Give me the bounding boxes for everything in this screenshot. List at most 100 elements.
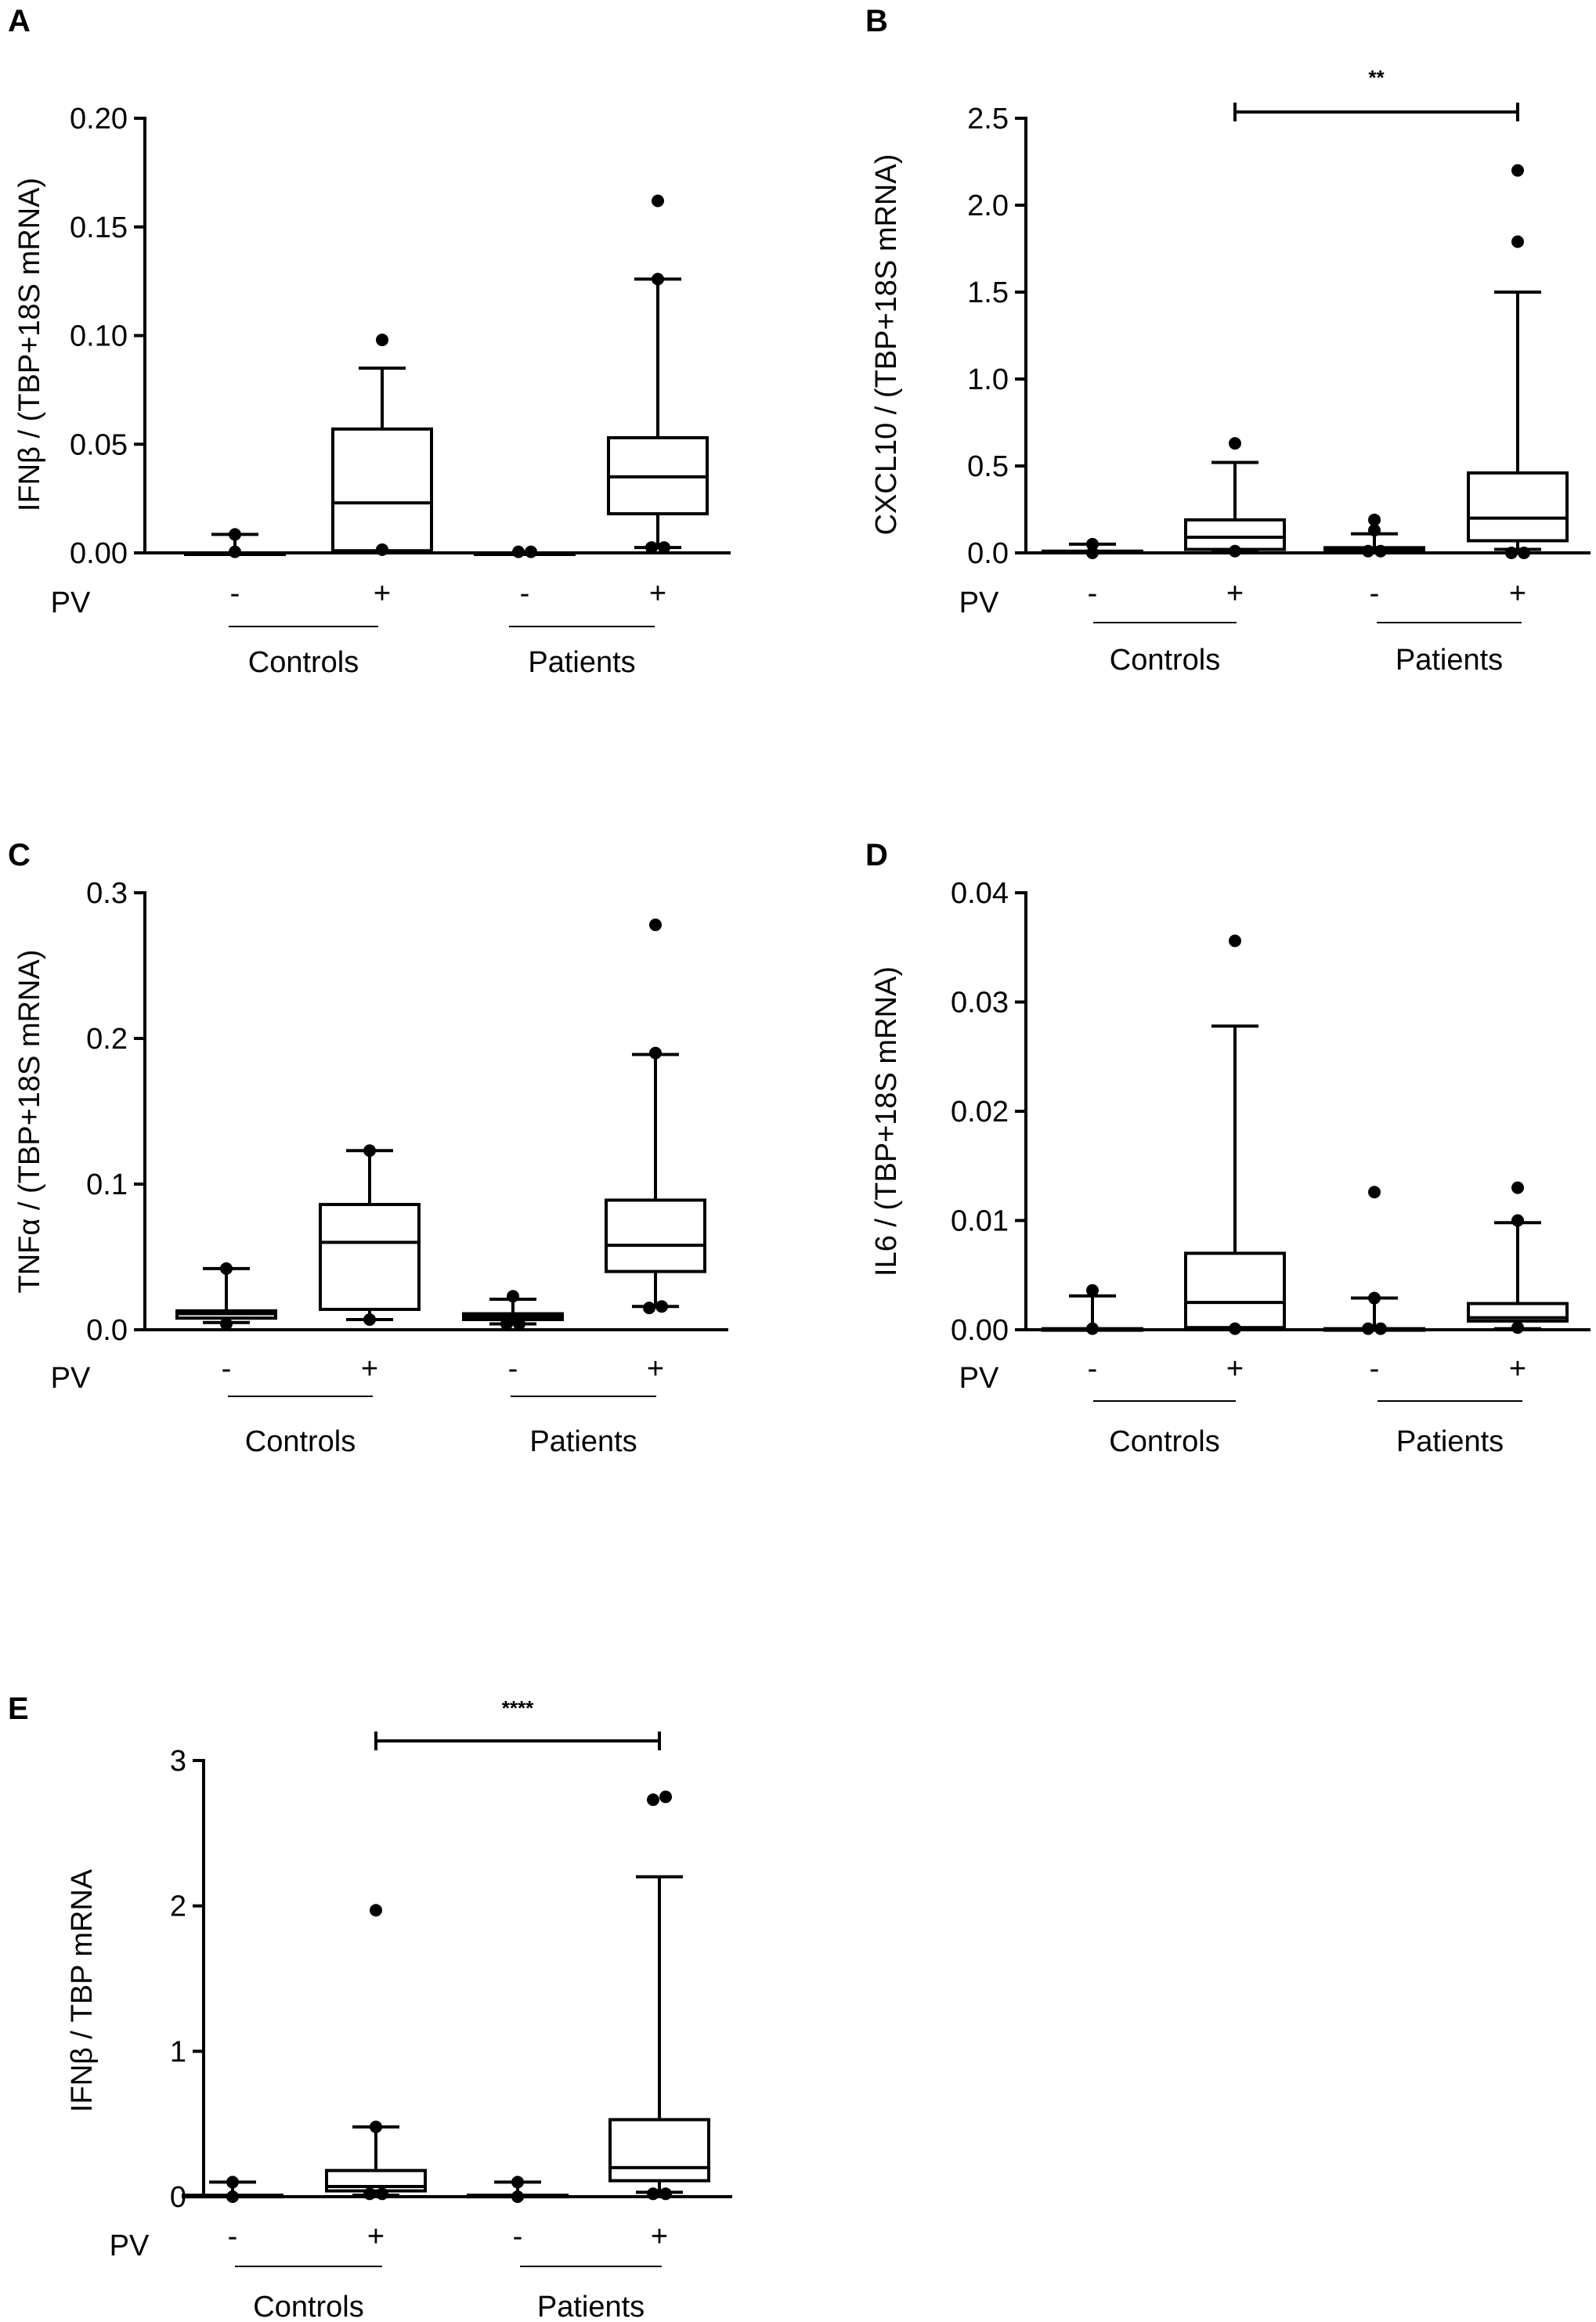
pv-category-label: + bbox=[651, 2220, 668, 2253]
outlier-point bbox=[1229, 544, 1241, 558]
outlier-point bbox=[511, 2190, 524, 2203]
group-label: Patients bbox=[528, 646, 635, 679]
significance-label: **** bbox=[502, 1696, 534, 1720]
outlier-point bbox=[376, 543, 388, 556]
outlier-point bbox=[1511, 1181, 1524, 1194]
outlier-point bbox=[649, 1046, 662, 1060]
box-3 bbox=[608, 1790, 710, 2201]
box-iqr bbox=[1467, 471, 1569, 543]
pv-category-label: + bbox=[1226, 577, 1244, 610]
y-tick-label: 0.0 bbox=[967, 537, 1009, 570]
y-tick-label: 0.15 bbox=[70, 211, 128, 244]
outlier-point bbox=[1086, 1284, 1099, 1297]
pv-category-label: - bbox=[222, 1352, 232, 1385]
y-axis-label: IFNβ / (TBP+18S mRNA) bbox=[13, 178, 46, 511]
y-tick-label: 0.5 bbox=[967, 450, 1009, 483]
box-1 bbox=[319, 1144, 421, 1326]
outlier-point bbox=[229, 545, 241, 558]
y-tick-label: 2 bbox=[170, 1890, 186, 1923]
pv-category-label: - bbox=[1370, 1352, 1380, 1385]
panel-letter: A bbox=[8, 4, 31, 38]
pv-category-label: + bbox=[649, 577, 666, 610]
outlier-point bbox=[1374, 1322, 1387, 1335]
y-tick-label: 0.20 bbox=[70, 103, 128, 135]
panel-C: C 0.0 0.1 0.2 0.3 TNFα / (TBP+18S mRNA) - + - + PV… bbox=[8, 838, 728, 1458]
outlier-point bbox=[511, 2176, 524, 2189]
outlier-point bbox=[1086, 537, 1099, 551]
box-iqr bbox=[1184, 1251, 1286, 1330]
box-2 bbox=[467, 2176, 569, 2203]
outlier-point bbox=[1368, 1186, 1381, 1199]
outlier-point bbox=[655, 1300, 668, 1313]
outlier-point bbox=[1511, 1214, 1524, 1227]
box-2 bbox=[1323, 1186, 1425, 1335]
pv-row-label: PV bbox=[110, 2230, 150, 2262]
pv-category-label: + bbox=[374, 577, 391, 610]
pv-category-label: - bbox=[228, 2220, 238, 2253]
outlier-point bbox=[376, 2187, 388, 2201]
y-axis-label: IL6 / (TBP+18S mRNA) bbox=[870, 966, 903, 1277]
outlier-point bbox=[363, 2187, 376, 2201]
panel-letter: E bbox=[8, 1692, 29, 1726]
outlier-point bbox=[652, 273, 664, 286]
y-tick-label: 0.01 bbox=[951, 1205, 1009, 1238]
outlier-point bbox=[512, 545, 525, 558]
box-3 bbox=[605, 918, 706, 1315]
box-2 bbox=[474, 545, 576, 558]
outlier-point bbox=[376, 334, 388, 347]
outlier-point bbox=[658, 541, 670, 554]
box-3 bbox=[607, 194, 709, 554]
box-iqr bbox=[319, 1203, 421, 1311]
group-label: Patients bbox=[1396, 1425, 1504, 1458]
outlier-point bbox=[370, 1904, 382, 1917]
outlier-point bbox=[1229, 934, 1241, 948]
outlier-point bbox=[370, 2120, 382, 2133]
box-0 bbox=[182, 2176, 283, 2203]
pv-row-label: PV bbox=[51, 1362, 91, 1395]
outlier-point bbox=[363, 1313, 376, 1326]
pv-category-label: + bbox=[361, 1352, 378, 1385]
box-iqr bbox=[331, 427, 433, 553]
box-3 bbox=[1467, 164, 1569, 559]
box-1 bbox=[1184, 437, 1286, 558]
outlier-point bbox=[647, 2187, 659, 2201]
outlier-point bbox=[500, 1317, 513, 1331]
outlier-point bbox=[1086, 1322, 1099, 1335]
outlier-point bbox=[1362, 1322, 1374, 1335]
pv-category-label: + bbox=[647, 1352, 664, 1385]
outlier-point bbox=[1368, 513, 1381, 526]
y-tick-label: 0.1 bbox=[86, 1168, 128, 1201]
outlier-point bbox=[1505, 547, 1518, 559]
box-2 bbox=[462, 1290, 564, 1331]
y-tick-label: 2.5 bbox=[967, 103, 1009, 135]
y-tick-label: 0.03 bbox=[951, 987, 1009, 1020]
group-label: Controls bbox=[248, 646, 359, 679]
outlier-point bbox=[513, 1317, 525, 1331]
y-tick-label: 1.0 bbox=[967, 363, 1009, 396]
outlier-point bbox=[643, 1302, 655, 1315]
y-tick-label: 1.5 bbox=[967, 276, 1009, 309]
pv-row-label: PV bbox=[959, 1362, 999, 1395]
outlier-point bbox=[220, 1262, 233, 1275]
outlier-point bbox=[1368, 524, 1381, 537]
group-label: Patients bbox=[529, 1425, 637, 1458]
box-1 bbox=[1184, 934, 1286, 1335]
outlier-point bbox=[226, 2190, 239, 2203]
outlier-point bbox=[229, 528, 241, 541]
pv-row-label: PV bbox=[959, 587, 999, 619]
y-tick-label: 0.0 bbox=[86, 1314, 128, 1347]
group-label: Controls bbox=[1110, 644, 1221, 677]
box-0 bbox=[175, 1262, 277, 1331]
outlier-point bbox=[507, 1290, 519, 1303]
y-axis-label: TNFα / (TBP+18S mRNA) bbox=[13, 950, 46, 1294]
outlier-point bbox=[363, 1144, 376, 1157]
outlier-point bbox=[226, 2176, 239, 2189]
panel-letter: C bbox=[8, 838, 31, 872]
group-label: Patients bbox=[1396, 644, 1503, 677]
outlier-point bbox=[645, 541, 658, 554]
group-label: Controls bbox=[1109, 1425, 1220, 1458]
outlier-point bbox=[1511, 164, 1524, 177]
pv-category-label: - bbox=[1088, 1352, 1098, 1385]
y-tick-label: 2.0 bbox=[967, 190, 1009, 222]
panel-letter: B bbox=[865, 4, 888, 38]
